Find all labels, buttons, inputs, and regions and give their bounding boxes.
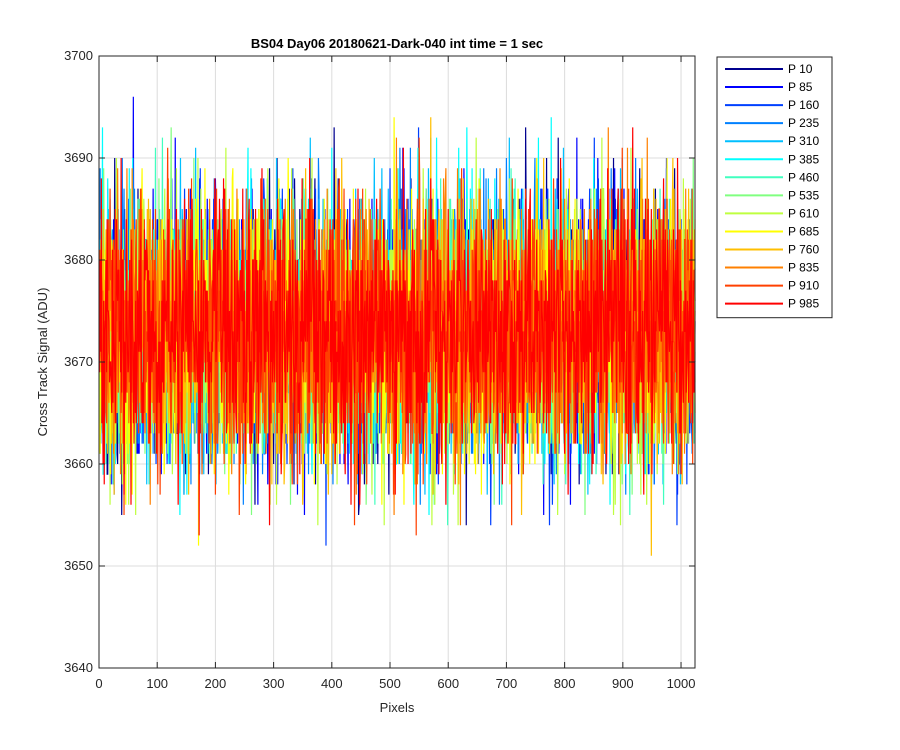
x-tick-label: 500 (379, 676, 401, 691)
y-tick-label: 3680 (64, 252, 93, 267)
legend-label-p-85: P 85 (788, 80, 813, 94)
x-tick-label: 200 (205, 676, 227, 691)
x-tick-label: 1000 (667, 676, 696, 691)
x-tick-label: 300 (263, 676, 285, 691)
legend-label-p-235: P 235 (788, 116, 819, 130)
x-tick-label: 0 (95, 676, 102, 691)
data-layer (98, 96, 696, 556)
legend: P 10 P 85 P 160 P 235 P 310 P 385 P 460 P 535 P … (716, 56, 833, 319)
x-tick-label: 900 (612, 676, 634, 691)
legend-label-p-385: P 385 (788, 152, 819, 166)
y-tick-label: 3640 (64, 660, 93, 675)
ticks: 0 100 200 300 400 500 600 700 800 900 1000 3640 3650… (64, 48, 695, 691)
y-tick-label: 3690 (64, 150, 93, 165)
legend-box (716, 56, 833, 319)
legend-label-p-535: P 535 (788, 188, 819, 202)
chart-title: BS04 Day06 20180621-Dark-040 int time = … (251, 36, 543, 51)
y-tick-label: 3660 (64, 456, 93, 471)
legend-label-p-460: P 460 (788, 170, 819, 184)
y-tick-label: 3670 (64, 354, 93, 369)
legend-label-p-985: P 985 (788, 297, 819, 311)
legend-label-p-685: P 685 (788, 224, 819, 238)
legend-label-p-160: P 160 (788, 98, 819, 112)
legend-label-p-760: P 760 (788, 243, 819, 257)
x-axis-label: Pixels (380, 700, 415, 715)
x-tick-label: 700 (496, 676, 518, 691)
x-tick-label: 100 (146, 676, 168, 691)
y-tick-label: 3700 (64, 48, 93, 63)
y-tick-label: 3650 (64, 558, 93, 573)
legend-label-p-310: P 310 (788, 134, 819, 148)
legend-label-p-835: P 835 (788, 261, 819, 275)
legend-label-p-610: P 610 (788, 206, 819, 220)
x-tick-label: 800 (554, 676, 576, 691)
legend-label-p-910: P 910 (788, 279, 819, 293)
x-tick-label: 600 (437, 676, 459, 691)
x-tick-label: 400 (321, 676, 343, 691)
y-axis-label: Cross Track Signal (ADU) (35, 288, 50, 437)
legend-label-p-10: P 10 (788, 62, 813, 76)
series-line-p-985 (98, 127, 696, 536)
